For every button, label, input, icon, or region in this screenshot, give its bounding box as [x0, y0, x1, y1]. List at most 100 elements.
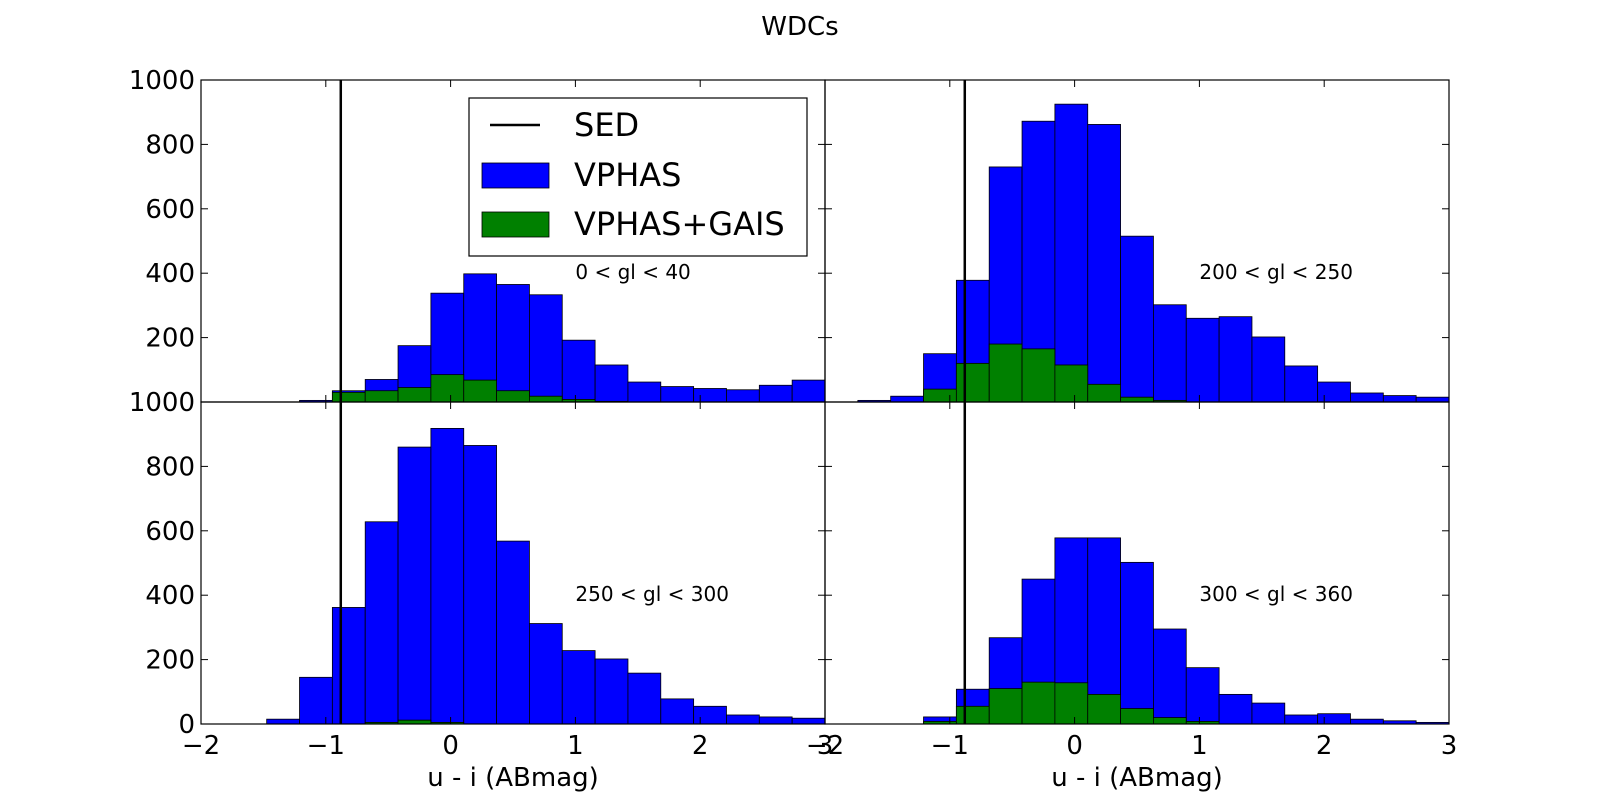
x-tick-label: −1 — [931, 731, 969, 761]
vphas-gais-bar — [430, 374, 465, 403]
vphas-bar — [1350, 718, 1384, 725]
region-label: 0 < gl < 40 — [575, 260, 690, 284]
vphas-bar — [1251, 336, 1286, 403]
vphas-bar — [726, 714, 760, 725]
vphas-bar — [1153, 304, 1187, 403]
vphas-gais-bar — [1054, 682, 1089, 725]
vphas-gais-bar — [496, 390, 530, 403]
vphas-gais-bar — [463, 379, 497, 403]
y-tick-label: 400 — [145, 259, 195, 289]
vphas-bar — [1284, 714, 1319, 725]
vphas-bar — [1382, 395, 1417, 403]
vphas-bar — [1415, 396, 1450, 403]
vphas-bar — [331, 607, 366, 725]
legend-label: VPHAS — [574, 156, 681, 194]
vphas-bar — [627, 672, 662, 725]
vphas-bar — [1350, 392, 1384, 403]
vphas-bar — [758, 384, 793, 403]
vphas-bar — [594, 364, 629, 403]
vphas-bar — [693, 388, 727, 403]
region-label: 300 < gl < 360 — [1199, 582, 1353, 606]
x-tick-label: 1 — [567, 731, 584, 761]
vphas-gais-bar — [529, 395, 563, 403]
panel-bottom-left: 0 200 400 600 800 1000 −2 −1 0 1 2 3 u - i (ABmag) 25… — [129, 388, 833, 793]
vphas-bar — [1218, 693, 1253, 725]
y-tick-label: 600 — [145, 195, 195, 225]
vphas-bar — [364, 521, 399, 725]
x-tick-label: −2 — [806, 731, 844, 761]
vphas-bar — [791, 717, 826, 725]
panel-top-right: 200 < gl < 250 — [824, 79, 1450, 403]
vphas-bar — [1153, 628, 1187, 725]
vphas-bar — [397, 446, 432, 725]
x-axis-label: u - i (ABmag) — [1051, 763, 1223, 793]
vphas-bar — [660, 386, 695, 403]
vphas-gais-bar — [988, 343, 1023, 403]
vphas-bar — [1185, 317, 1220, 403]
region-label: 250 < gl < 300 — [575, 582, 729, 606]
y-tick-label: 1000 — [129, 66, 195, 96]
vphas-bar — [1317, 713, 1351, 725]
vphas-gais-bar — [1087, 383, 1121, 403]
x-tick-label: −2 — [182, 731, 220, 761]
vphas-bar — [693, 705, 727, 725]
x-tick-label: 2 — [1316, 731, 1333, 761]
vphas-bar — [266, 718, 300, 725]
vphas-gais-bar — [331, 391, 366, 403]
vphas-bar — [791, 379, 826, 403]
vphas-bar — [561, 339, 596, 403]
y-tick-label: 0 — [178, 710, 195, 740]
vphas-bar — [1185, 667, 1220, 725]
region-label: 200 < gl < 250 — [1199, 260, 1353, 284]
vphas-bar — [627, 381, 662, 403]
y-tick-label: 800 — [145, 452, 195, 482]
x-tick-label: 0 — [1066, 731, 1083, 761]
x-axis-label: u - i (ABmag) — [427, 763, 599, 793]
y-tick-label: 200 — [145, 324, 195, 354]
vphas-bar — [594, 658, 629, 725]
x-tick-label: 3 — [817, 731, 834, 761]
vphas-bar — [1251, 702, 1286, 725]
vphas-bar — [726, 389, 760, 403]
vphas-gais-bar — [1054, 364, 1089, 403]
vphas-bar — [1054, 103, 1089, 403]
vphas-bar — [1120, 561, 1154, 725]
vphas-bar — [890, 395, 924, 403]
vphas-bar — [1284, 365, 1319, 403]
x-tick-label: 3 — [1441, 731, 1458, 761]
y-tick-label: 400 — [145, 581, 195, 611]
vphas-bar — [496, 540, 530, 725]
vphas-bar — [1120, 235, 1154, 403]
vphas-bar — [660, 698, 695, 725]
vphas-gais-bar — [955, 705, 990, 725]
vphas-gais-bar — [1021, 348, 1056, 403]
legend-label: VPHAS+GAIS — [574, 205, 785, 243]
vphas-bar — [561, 650, 596, 725]
vphas-gais-bar — [1087, 693, 1121, 725]
legend-vphas-gais-swatch — [481, 211, 550, 238]
vphas-gais-bar — [988, 688, 1023, 725]
vphas-bar — [1317, 381, 1351, 403]
legend: SED VPHAS VPHAS+GAIS — [468, 97, 808, 257]
vphas-gais-bar — [1021, 681, 1056, 725]
x-tick-label: 0 — [442, 731, 459, 761]
x-tick-label: −1 — [307, 731, 345, 761]
x-tick-label: 1 — [1191, 731, 1208, 761]
y-tick-label: 1000 — [129, 388, 195, 418]
vphas-bar — [758, 716, 793, 725]
vphas-bar — [496, 284, 530, 403]
axes-frame — [824, 401, 1450, 725]
figure-title: WDCs — [761, 12, 839, 42]
vphas-gais-bar — [1120, 396, 1154, 403]
vphas-gais-bar — [923, 388, 957, 403]
y-tick-label: 200 — [145, 646, 195, 676]
y-tick-label: 600 — [145, 517, 195, 547]
vphas-gais-bar — [1153, 717, 1187, 725]
vphas-bar — [529, 623, 563, 725]
vphas-gais-bar — [397, 387, 432, 403]
panel-top-left: 200 400 600 800 1000 0 < gl < 40 — [129, 66, 826, 403]
vphas-bar — [529, 294, 563, 403]
vphas-bar — [463, 445, 497, 725]
